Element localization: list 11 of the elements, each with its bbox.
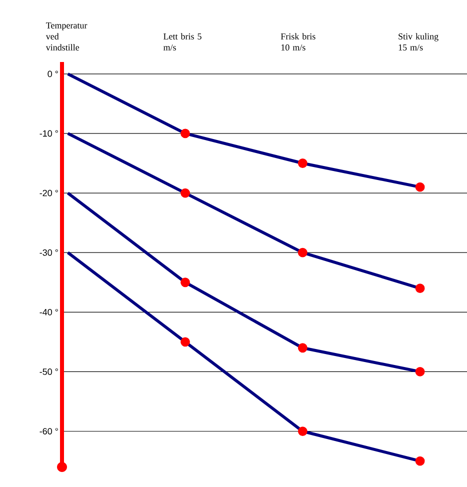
y-tick-label: -40 ° <box>40 308 58 316</box>
y-tick-label: -20 ° <box>40 190 58 196</box>
y-tick-label: -60 ° <box>40 428 58 434</box>
x-tick-label: Temperatur ved vindstille <box>46 22 88 50</box>
y-tick-label: 0 ° <box>48 70 58 78</box>
x-tick-label: Stiv kuling 15 m/s <box>398 33 438 50</box>
y-tick-label: -50 ° <box>40 368 58 375</box>
y-tick-label: -30 ° <box>40 249 58 256</box>
y-tick-label: -10 ° <box>40 130 58 137</box>
x-tick-label: Lett bris 5 m/s <box>163 33 202 50</box>
x-tick-label: Frisk bris 10 m/s <box>280 33 316 50</box>
